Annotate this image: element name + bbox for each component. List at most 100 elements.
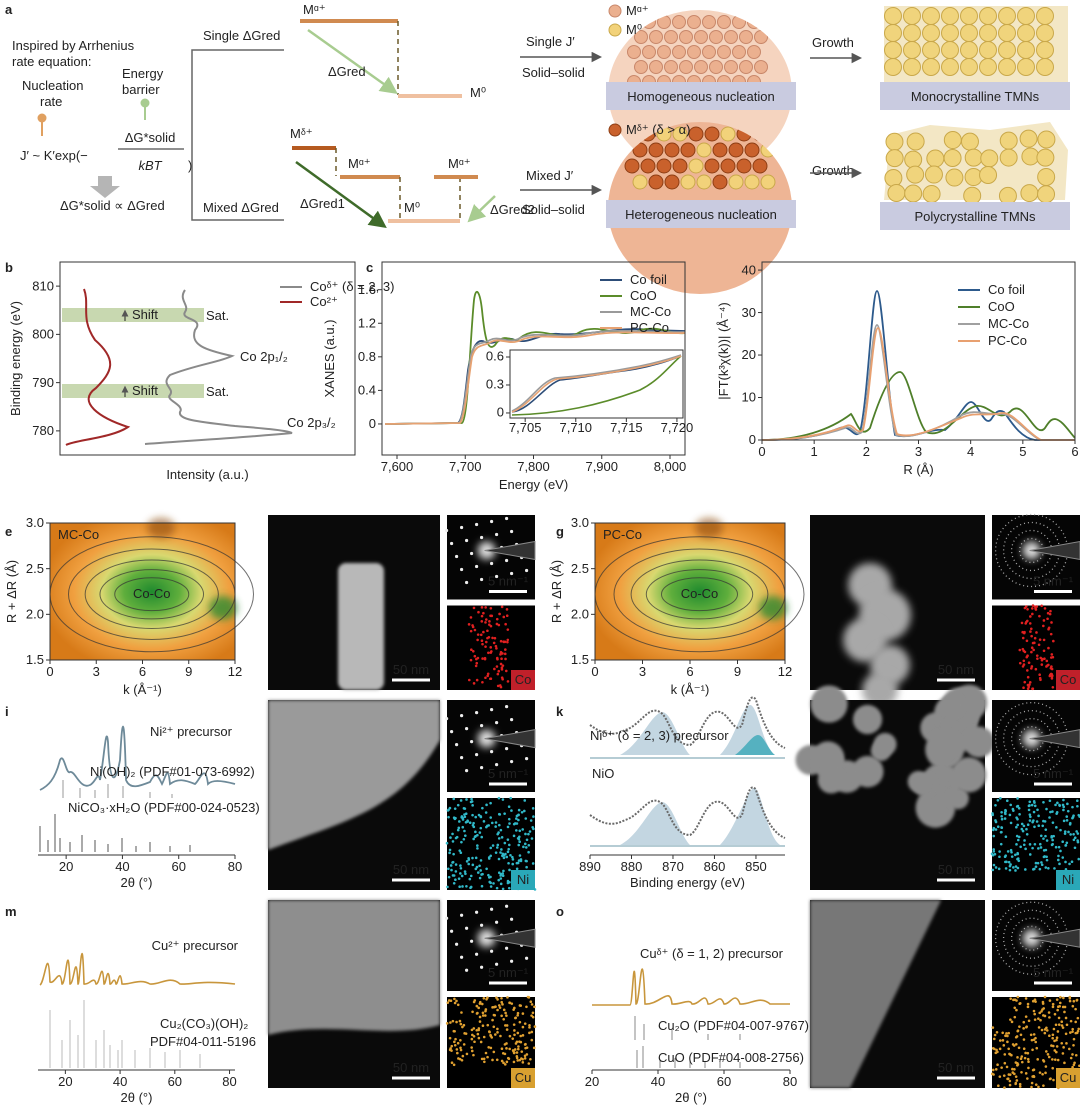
mapping-dot: [472, 1027, 476, 1030]
curve: [761, 371, 1076, 441]
diffraction-spot: [465, 926, 469, 930]
atom: [702, 45, 716, 59]
atom: [884, 7, 902, 25]
atom: [922, 41, 940, 59]
mapping-dot: [476, 638, 479, 642]
mapping-dot: [1063, 1005, 1067, 1009]
label: Heterogeneous nucleation: [625, 207, 777, 222]
atom: [922, 24, 940, 42]
mapping-dot: [995, 1048, 998, 1052]
mapping-dot: [512, 1049, 515, 1053]
mapping-dot: [1037, 824, 1041, 828]
mapping-dot: [504, 657, 507, 661]
mapping-dot: [523, 1043, 527, 1046]
atom: [680, 174, 696, 190]
mapping-dot: [1032, 1009, 1036, 1013]
contour-map: [50, 523, 235, 660]
atom: [648, 174, 664, 190]
mapping-dot: [1040, 1010, 1043, 1013]
mapping-dot: [1031, 612, 1034, 616]
mapping-dot: [521, 1025, 525, 1029]
mapping-dot: [1071, 805, 1074, 809]
mapping-dot: [1057, 845, 1061, 849]
atom: [903, 58, 921, 76]
plot-frame: [59, 261, 356, 456]
atom: [642, 45, 656, 59]
mapping-dot: [1037, 814, 1040, 818]
mapping-dot: [499, 851, 502, 854]
mapping-dot: [1053, 1012, 1057, 1016]
mapping-dot: [1022, 824, 1026, 828]
mapping-dot: [1039, 656, 1043, 660]
mapping-dot: [1042, 649, 1046, 653]
mapping-dot: [1000, 826, 1004, 830]
mapping-dot: [1060, 1020, 1064, 1024]
mapping-dot: [1051, 1066, 1055, 1070]
mapping-dot: [488, 880, 492, 884]
mapping-dot: [521, 1034, 525, 1037]
mapping-dot: [502, 856, 506, 860]
mapping-dot: [487, 651, 490, 655]
mapping-dot: [463, 815, 467, 819]
mapping-dot: [506, 838, 510, 841]
mapping-dot: [1006, 1040, 1009, 1044]
mapping-dot: [1050, 835, 1053, 838]
atom: [720, 158, 736, 174]
peak-fill: [620, 712, 690, 755]
mapping-dot: [1020, 827, 1024, 831]
x-axis-label: k (Å⁻¹): [123, 682, 162, 697]
mapping-dot: [1063, 1010, 1066, 1014]
atom: [680, 142, 696, 158]
contour-map: [595, 523, 785, 660]
atom: [704, 158, 720, 174]
mapping-dot: [1024, 868, 1027, 871]
label: rate equation:: [12, 54, 92, 69]
mapping-dot: [516, 1031, 520, 1035]
mapping-dot: [507, 886, 511, 890]
x-tick-label: 40: [651, 1074, 665, 1089]
mapping-dot: [1034, 667, 1038, 671]
mapping-dot: [1072, 1037, 1076, 1041]
diffraction-spot: [475, 564, 479, 569]
mapping-dot: [1046, 1053, 1050, 1056]
mapping-dot: [1034, 1036, 1037, 1040]
mapping-dot: [486, 1023, 490, 1027]
mapping-dot: [477, 610, 480, 614]
atom: [924, 165, 943, 184]
mapping-dot: [494, 851, 498, 854]
mapping-dot: [470, 1049, 474, 1053]
mapping-dot: [513, 1029, 516, 1032]
curve: [761, 327, 1075, 441]
mapping-dot: [1039, 1018, 1042, 1022]
mapping-dot: [494, 821, 498, 824]
x-tick-label: 12: [778, 664, 792, 679]
atom: [656, 158, 672, 174]
mapping-dot: [1048, 799, 1052, 803]
diffraction-spot: [495, 721, 499, 725]
mapping-dot: [1044, 828, 1048, 831]
mapping-dot: [454, 870, 458, 873]
mapping-dot: [1021, 829, 1025, 833]
mapping-dot: [451, 832, 454, 836]
mapping-dot: [489, 614, 492, 618]
mapping-dot: [502, 869, 505, 873]
mapping-dot: [513, 1006, 516, 1010]
mapping-dot: [470, 1037, 474, 1041]
mapping-dot: [470, 1046, 473, 1049]
mapping-dot: [523, 799, 527, 802]
element-label: Co: [1060, 672, 1077, 687]
mapping-dot: [992, 848, 996, 851]
mapping-dot: [517, 859, 521, 862]
mapping-dot: [1051, 842, 1054, 846]
element-tag: [511, 870, 535, 890]
mapping-dot: [507, 817, 511, 821]
mapping-dot: [465, 798, 468, 801]
atom: [664, 174, 680, 190]
mapping-dot: [471, 813, 474, 817]
mapping-dot: [484, 1014, 487, 1017]
atom: [922, 7, 940, 25]
particle: [907, 770, 930, 793]
mapping-dot: [493, 1033, 497, 1036]
mapping-dot: [1028, 622, 1032, 625]
atom: [963, 186, 982, 205]
